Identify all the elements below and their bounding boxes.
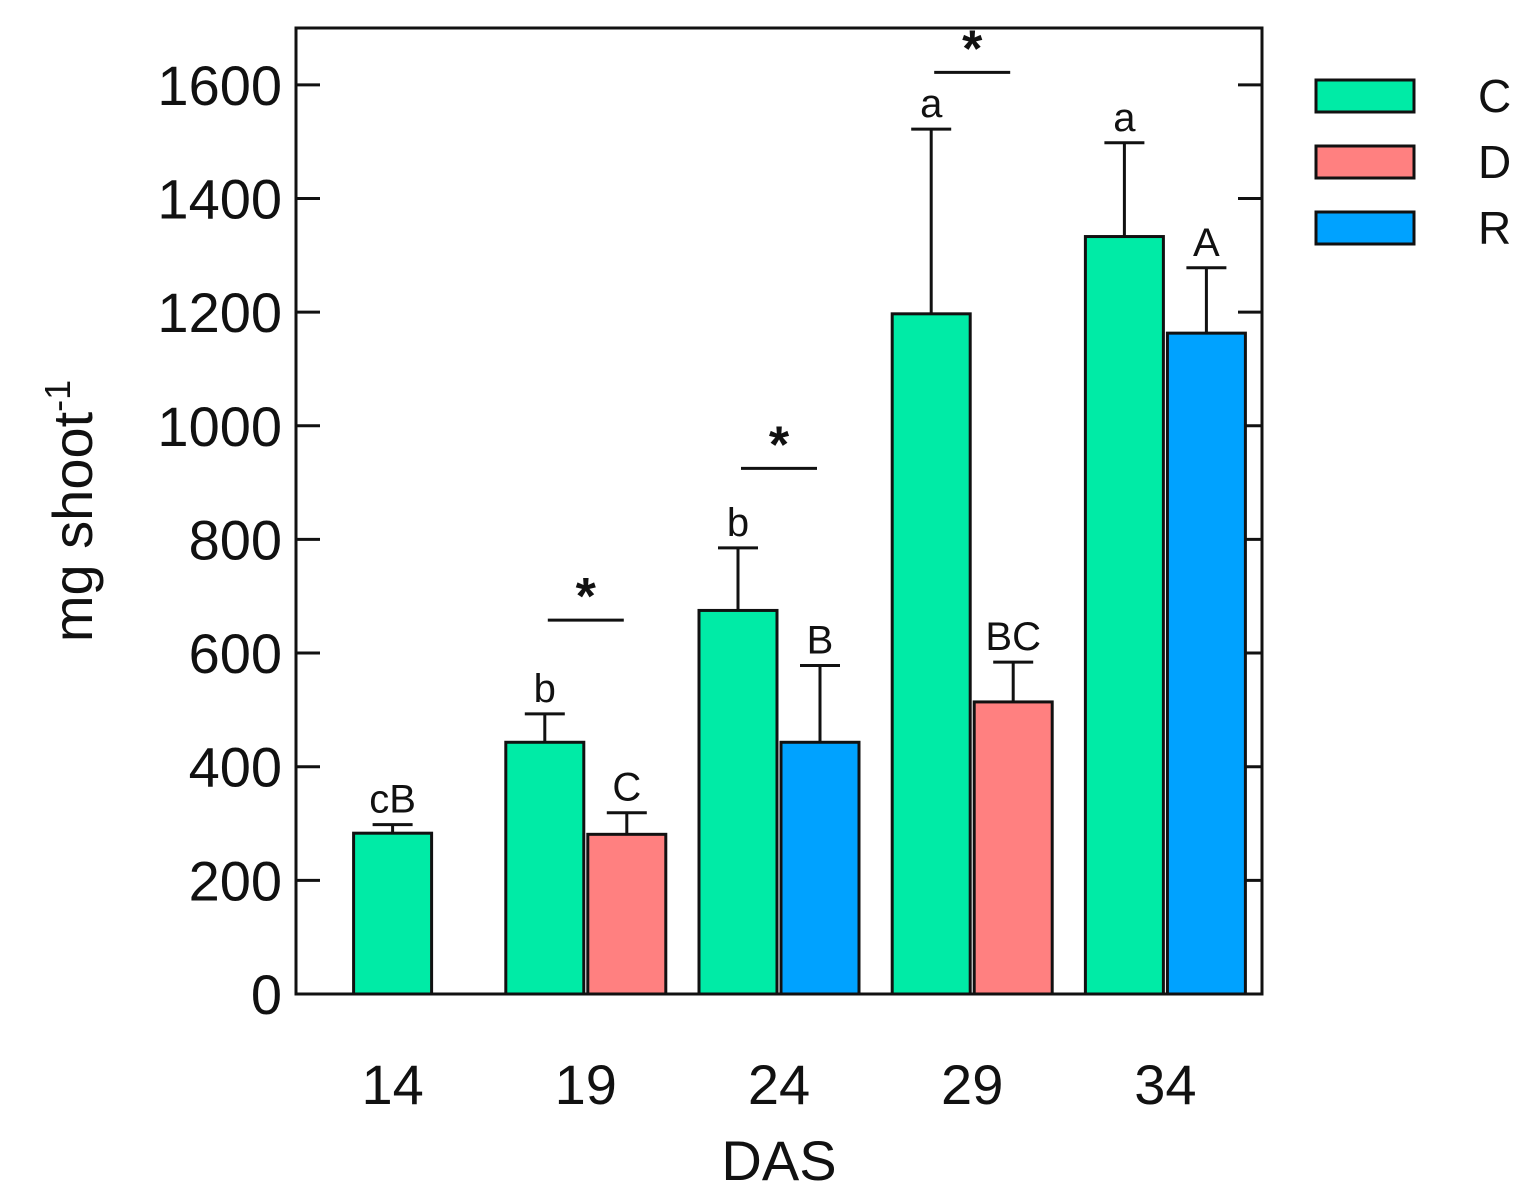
significance-star-29: * [962,20,983,78]
y-tick-label-0: 0 [251,963,282,1026]
y-tick-label-400: 400 [189,736,282,799]
x-axis-title: DAS [721,1129,836,1192]
y-axis-title-text: mg shoot [41,411,104,642]
y-tick-label-200: 200 [189,849,282,912]
y-tick-label-800: 800 [189,508,282,571]
x-tick-label-19: 19 [555,1053,617,1116]
significance-star-24: * [769,416,790,474]
x-tick-label-24: 24 [748,1053,810,1116]
legend: CDR [1314,70,1511,254]
significance-markers: * * * [547,20,1011,626]
legend-label-R: R [1478,202,1511,254]
y-tick-label-1200: 1200 [157,281,282,344]
bar-label-34-C: a [1113,96,1136,140]
y-tick-label-1600: 1600 [157,54,282,117]
y-tick-label-1400: 1400 [157,167,282,230]
plot-frame [294,26,1264,996]
legend-swatch-D [1314,144,1416,180]
legend-swatch-C [1314,78,1416,114]
bar-label-29-D: BC [985,615,1041,659]
y-axis-title-superscript: -1 [37,380,78,412]
x-tick-label-34: 34 [1134,1053,1196,1116]
bar-29-C [890,312,972,996]
bar-label-24-R: B [807,619,834,663]
bar-label-34-R: A [1193,221,1220,265]
bar-19-C [504,740,586,996]
bar-34-R [1165,331,1247,996]
bar-19-D [586,832,668,996]
y-axis-ticks: 0 200 400 600 800 1000 1200 1400 1600 [157,54,1262,1026]
x-axis-ticks: 14 19 24 29 34 [361,1053,1196,1116]
x-tick-label-14: 14 [361,1053,423,1116]
legend-label-D: D [1478,136,1511,188]
significance-star-19: * [576,568,597,626]
bar-34-C [1083,235,1165,996]
bar-labels: cB b Cb Ba BC a A [369,82,1220,822]
bar-label-19-D: C [612,766,641,810]
y-axis-title: mg shoot-1 [37,380,104,642]
bars [352,235,1247,996]
bar-label-19-C: b [534,667,556,711]
bar-label-24-C: b [727,501,749,545]
legend-swatch-R [1314,210,1416,246]
bar-label-14-C: cB [369,778,416,822]
x-tick-label-29: 29 [941,1053,1003,1116]
bar-24-C [697,608,779,996]
bar-label-29-C: a [920,82,943,126]
bar-14-C [352,831,434,996]
error-bars [372,127,1227,835]
bar-24-R [779,740,861,996]
legend-label-C: C [1478,70,1511,122]
y-tick-label-600: 600 [189,622,282,685]
bar-29-D [972,700,1054,996]
y-tick-label-1000: 1000 [157,395,282,458]
